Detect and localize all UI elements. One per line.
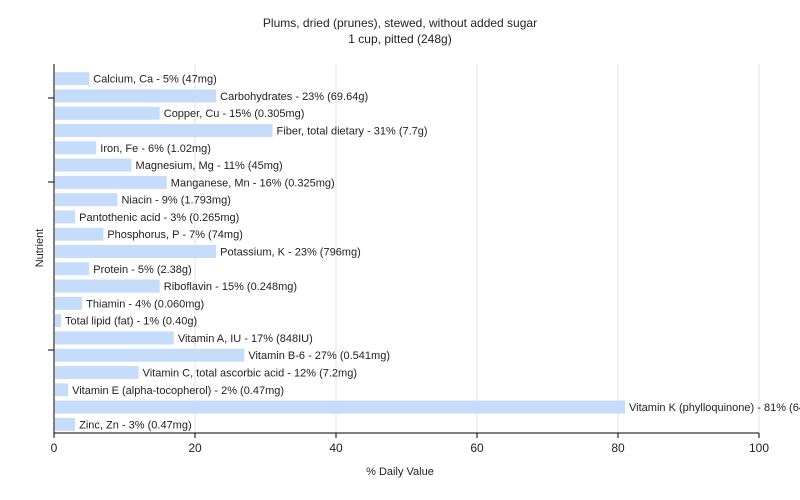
- bar-label-11: Protein - 5% (2.38g): [93, 264, 191, 276]
- bar-label-16: Vitamin B-6 - 27% (0.541mg): [248, 350, 390, 362]
- bar-label-15: Vitamin A, IU - 17% (848IU): [178, 333, 313, 345]
- bar-label-5: Magnesium, Mg - 11% (45mg): [136, 160, 283, 172]
- y-axis-label: Nutrient: [34, 228, 46, 268]
- bar-label-3: Fiber, total dietary - 31% (7.7g): [277, 126, 428, 138]
- bar-label-12: Riboflavin - 15% (0.248mg): [164, 281, 297, 293]
- bar-1: [55, 89, 217, 103]
- bar-label-6: Manganese, Mn - 16% (0.325mg): [171, 177, 335, 189]
- axes: 0 20 40 60 80 100: [48, 64, 769, 455]
- bar-4: [55, 141, 97, 155]
- bar-7: [55, 193, 118, 207]
- bar-6: [55, 175, 167, 189]
- x-tick-label-20: 20: [188, 441, 202, 455]
- bar-12: [55, 279, 160, 293]
- bar-20: [55, 417, 76, 431]
- bar-13: [55, 296, 83, 310]
- bar-16: [55, 348, 245, 362]
- bar-14: [55, 314, 62, 328]
- bar-label-10: Potassium, K - 23% (796mg): [220, 247, 361, 259]
- x-tick-label-100: 100: [749, 441, 769, 455]
- bar-3: [55, 124, 273, 137]
- x-axis-label: % Daily Value: [366, 466, 434, 478]
- bar-label-2: Copper, Cu - 15% (0.305mg): [164, 108, 305, 120]
- bar-0: [55, 72, 90, 86]
- bar-18: [55, 383, 69, 397]
- bar-5: [55, 158, 132, 172]
- bar-19: [55, 400, 626, 414]
- bar-label-0: Calcium, Ca - 5% (47mg): [93, 74, 216, 86]
- chart-title: Plums, dried (prunes), stewed, without a…: [262, 16, 538, 30]
- bar-label-14: Total lipid (fat) - 1% (0.40g): [65, 316, 197, 328]
- x-tick-label-40: 40: [329, 441, 343, 455]
- chart-subtitle: 1 cup, pitted (248g): [348, 32, 452, 46]
- bar-9: [55, 227, 104, 241]
- bars: Calcium, Ca - 5% (47mg) Carbohydrates - 2…: [55, 72, 800, 431]
- bar-label-7: Niacin - 9% (1.793mg): [121, 195, 230, 207]
- bar-10: [55, 245, 217, 258]
- bar-2: [55, 106, 160, 120]
- bar-17: [55, 366, 139, 379]
- bar-label-1: Carbohydrates - 23% (69.64g): [220, 91, 368, 103]
- bar-label-4: Iron, Fe - 6% (1.02mg): [100, 143, 211, 155]
- x-tick-label-60: 60: [470, 441, 484, 455]
- x-tick-label-80: 80: [611, 441, 625, 455]
- bar-15: [55, 331, 174, 345]
- bar-8: [55, 210, 76, 224]
- x-tick-label-0: 0: [51, 441, 58, 455]
- bar-label-9: Phosphorus, P - 7% (74mg): [107, 229, 243, 241]
- bar-label-17: Vitamin C, total ascorbic acid - 12% (7.…: [143, 368, 357, 380]
- bar-11: [55, 262, 90, 276]
- bar-label-8: Pantothenic acid - 3% (0.265mg): [79, 212, 239, 224]
- bar-label-20: Zinc, Zn - 3% (0.47mg): [79, 419, 191, 431]
- bar-label-13: Thiamin - 4% (0.060mg): [86, 298, 204, 310]
- bar-label-19: Vitamin K (phylloquinone) - 81% (64.7mcg…: [629, 402, 800, 414]
- bar-label-18: Vitamin E (alpha-tocopherol) - 2% (0.47m…: [72, 385, 284, 397]
